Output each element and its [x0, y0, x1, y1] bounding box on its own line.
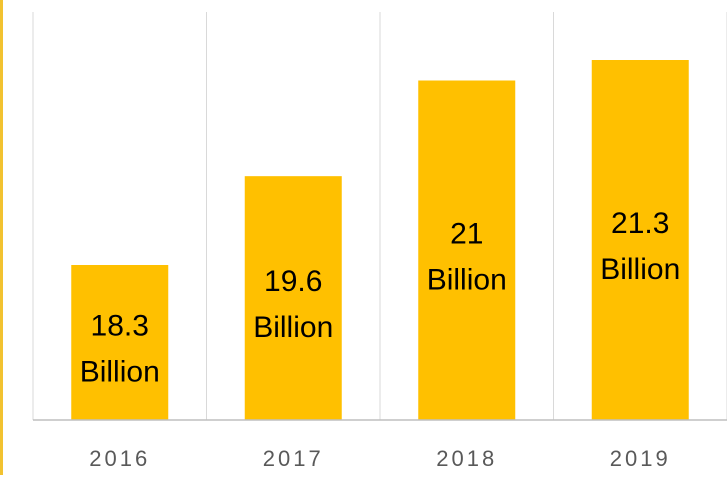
data-label-layer: 18.3 Billion 19.6 Billion 21 Billion 21.3 Billi…: [80, 207, 681, 389]
data-label-line: 21: [450, 217, 483, 250]
data-label-line: 19.6: [264, 265, 322, 298]
data-label-line: Billion: [80, 356, 160, 389]
grid-layer: [32, 12, 727, 420]
x-tick-label-2017: 2017: [263, 446, 324, 471]
x-tick-label-2019: 2019: [610, 446, 671, 471]
bar-2016: [71, 265, 169, 420]
bar-2018: [418, 80, 516, 420]
x-tick-label-2018: 2018: [436, 446, 497, 471]
bar-layer: [71, 60, 689, 420]
bar-2017: [244, 176, 342, 420]
x-tick-label-layer: 2016 2017 2018 2019: [89, 446, 671, 471]
x-tick-label-2016: 2016: [89, 446, 150, 471]
bar-2019: [591, 60, 689, 420]
data-label-2016: 18.3 Billion: [80, 310, 160, 389]
data-label-line: Billion: [600, 253, 680, 286]
data-label-line: Billion: [253, 311, 333, 344]
data-label-line: 21.3: [611, 207, 669, 240]
data-label-2019: 21.3 Billion: [600, 207, 680, 286]
data-label-2018: 21 Billion: [427, 217, 507, 296]
data-label-line: 18.3: [91, 310, 149, 343]
chart-left-border: [0, 0, 3, 475]
data-label-2017: 19.6 Billion: [253, 265, 333, 344]
data-label-line: Billion: [427, 263, 507, 296]
